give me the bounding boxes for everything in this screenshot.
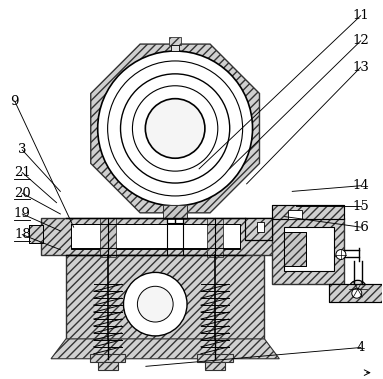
Bar [171, 45, 179, 51]
Bar [167, 205, 183, 223]
Circle shape [133, 86, 218, 171]
Bar [98, 362, 118, 370]
Text: 9: 9 [10, 95, 19, 108]
Circle shape [98, 51, 252, 206]
Bar [329, 284, 383, 302]
Bar [66, 255, 264, 339]
Circle shape [121, 74, 230, 183]
Bar [205, 362, 225, 370]
Circle shape [137, 286, 173, 322]
Bar [169, 37, 181, 45]
Bar [288, 210, 302, 219]
Circle shape [336, 249, 346, 260]
Bar [100, 247, 116, 255]
Bar [284, 232, 306, 266]
Text: 21: 21 [14, 166, 31, 179]
Bar [257, 222, 264, 232]
Text: 3: 3 [18, 144, 26, 157]
Bar [272, 205, 344, 219]
Polygon shape [91, 44, 260, 213]
Text: 12: 12 [352, 34, 369, 47]
Bar [90, 354, 126, 362]
Bar [245, 218, 272, 240]
Bar [207, 247, 223, 255]
Circle shape [108, 61, 242, 196]
Text: 15: 15 [352, 200, 369, 213]
Text: 13: 13 [352, 61, 369, 74]
Bar [245, 218, 272, 240]
Text: 14: 14 [352, 179, 369, 192]
Text: 20: 20 [14, 187, 31, 200]
Bar [100, 218, 116, 257]
Text: 18: 18 [14, 228, 31, 241]
Circle shape [349, 280, 367, 298]
Bar [272, 218, 344, 284]
Bar [29, 225, 43, 243]
Polygon shape [51, 339, 279, 359]
Bar [284, 232, 306, 266]
Circle shape [352, 288, 362, 298]
Bar [197, 354, 233, 362]
Text: 19: 19 [14, 207, 31, 221]
Bar [284, 227, 334, 271]
Bar [71, 224, 240, 249]
Text: 16: 16 [352, 221, 369, 233]
Bar [207, 218, 223, 257]
Text: 11: 11 [352, 9, 369, 22]
Circle shape [145, 99, 205, 158]
Bar [272, 205, 344, 219]
Bar [329, 284, 383, 302]
Bar [29, 225, 43, 243]
Bar [163, 205, 187, 219]
Text: 4: 4 [357, 341, 365, 354]
Circle shape [123, 273, 187, 336]
Bar [41, 218, 274, 255]
